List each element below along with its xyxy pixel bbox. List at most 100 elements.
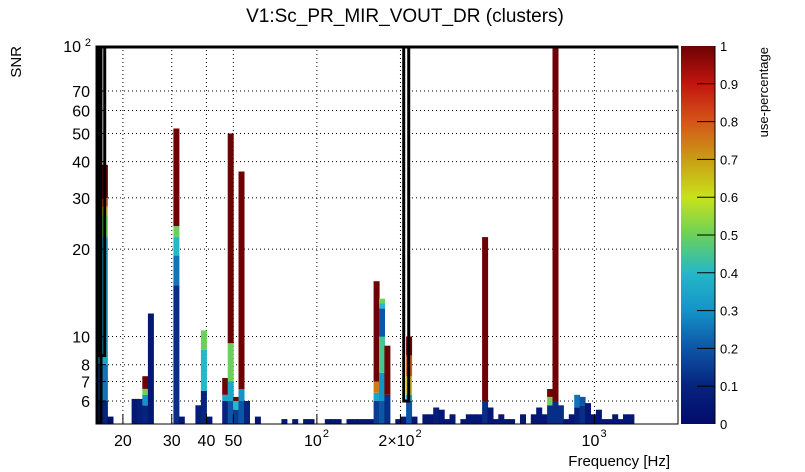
heatmap-cell [178,416,185,424]
heatmap-cell [384,345,391,395]
heatmap-cell [552,46,559,401]
heatmap-cell [379,308,385,337]
x-tick-label: 40 [198,433,216,450]
heatmap-cell [585,403,591,424]
y-tick-exponent: 2 [85,37,91,49]
x-tick-label: 50 [224,433,242,450]
heatmap-cell [498,414,505,424]
heatmap-cell [281,419,288,424]
cluster-outline [95,45,103,425]
heatmap-cell [222,378,229,395]
heatmap-cell [173,237,180,256]
heatmap-cell [471,414,478,424]
colorbar-tick-label: 0.5 [720,228,738,243]
heatmap-cell [254,416,261,424]
colorbar-tick-label: 0.6 [720,190,738,205]
x-tick-label: 30 [163,433,181,450]
x-tick-label: 2×10 [378,433,414,450]
heatmap-cell [238,401,245,424]
chart-title: V1:Sc_PR_MIR_VOUT_DR (clusters) [246,6,564,27]
heatmap-cell [379,298,385,304]
heatmap-cell [131,398,138,424]
heatmap-cell [227,401,234,424]
heatmap-cell [244,401,250,424]
colorbar-tick-label: 1 [720,39,727,54]
heatmap-cell [107,416,114,424]
heatmap-cell [137,398,144,424]
x-tick-exponent: 2 [323,428,329,440]
heatmap-cell [330,419,337,424]
heatmap-cell [568,414,575,424]
heatmap-cell [173,128,180,227]
colorbar-tick-label: 0.8 [720,115,738,130]
heatmap-cell [460,419,467,424]
heatmap-cell [324,419,331,424]
heatmap-cell [373,381,380,393]
heatmap-cell [173,226,180,238]
colorbar-tick-label: 0.2 [720,341,738,356]
heatmap-cell [233,409,240,424]
heatmap-cell [465,414,472,424]
heatmap-cell [142,376,149,389]
heatmap-cell [579,405,586,424]
heatmap-cell [595,409,602,424]
heatmap-cell [222,401,229,424]
x-axis-ticks: 20 30 40 50 10 2 2×10 2 10 3 [114,414,607,450]
heatmap-cell [536,407,543,424]
y-axis-label: SNR [8,46,25,78]
heatmap-cell [379,372,385,401]
heatmap-cell [373,281,380,382]
y-tick-label: 20 [72,242,90,259]
heatmap-cell [612,414,619,424]
heatmap-cell [227,133,234,344]
y-tick-label: 8 [81,358,90,375]
heatmap-cell [292,419,299,424]
heatmap-cell [173,255,180,286]
heatmap-cell [238,389,245,401]
colorbar-tick-label: 0 [720,417,727,432]
heatmap-cell [530,414,537,424]
heatmap-cell [579,396,586,406]
heatmap-cell [206,416,213,424]
heatmap-cells [96,46,635,424]
heatmap-cell [433,407,440,424]
heatmap-cell [101,364,108,401]
heatmap-cell [362,419,369,424]
heatmap-cell [335,419,342,424]
heatmap-cell [509,419,516,424]
heatmap-cell [520,414,526,424]
x-tick-label: 20 [114,433,132,450]
heatmap-cell [400,416,407,424]
heatmap-cell [422,414,429,424]
heatmap-cell [147,313,154,424]
heatmap-cell [541,414,548,424]
heatmap-cell [195,405,202,424]
heatmap-cell [142,389,149,395]
x-tick-exponent: 2 [415,428,421,440]
heatmap-cell [617,419,624,424]
cluster-outline [402,45,411,403]
y-tick-label: 7 [81,375,90,392]
grid-lines [96,45,678,424]
heatmap-cell [574,407,581,424]
heatmap-cell [552,401,559,424]
heatmap-cell [557,405,564,424]
heatmap-cell [200,330,207,350]
heatmap-cell [227,381,234,401]
heatmap-cell [379,401,385,424]
heatmap-cell [384,394,391,424]
heatmap-cell [476,414,483,424]
heatmap-cell [173,285,180,424]
x-tick-label: 10 [304,433,322,450]
colorbar-tick-label: 0.7 [720,152,738,167]
heatmap-cell [482,237,489,401]
heatmap-cell [411,416,418,424]
heatmap-cell [406,401,413,424]
heatmap-cell [492,419,499,424]
heatmap-cell [368,419,375,424]
heatmap-cell [351,419,358,424]
heatmap-cell [487,407,494,424]
y-tick-label: 30 [72,191,90,208]
heatmap-cell [357,419,364,424]
heatmap-cell [395,419,402,424]
